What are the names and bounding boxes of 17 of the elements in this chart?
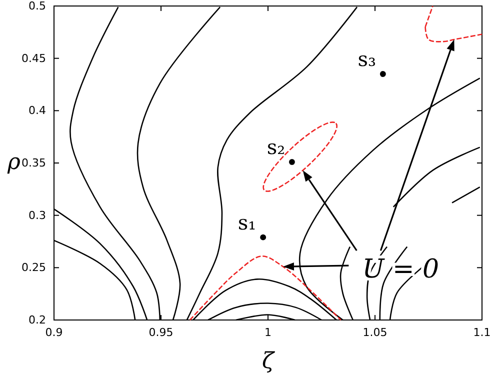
y-axis-title: ρ [6, 150, 21, 175]
y-tick-label: 0.4 [28, 104, 46, 118]
x-axis-title: ζ [262, 349, 276, 374]
x-tick-label: 1.05 [362, 326, 388, 339]
x-tick-label: 1.1 [473, 326, 491, 339]
y-tick-label: 0.45 [22, 52, 46, 65]
annotation: s₁ [238, 210, 256, 234]
y-tick-label: 0.25 [22, 261, 46, 274]
annotation: s₂ [266, 134, 286, 159]
y-tick-label: 0.2 [28, 314, 46, 327]
annotation: s₃ [358, 47, 376, 72]
y-tick-label: 0.5 [28, 0, 46, 13]
y-tick-label: 0.3 [28, 208, 46, 222]
x-tick-label: 0.9 [45, 326, 63, 339]
x-tick-label: 0.95 [148, 326, 174, 339]
y-tick-label: 0.35 [22, 156, 46, 170]
x-tick-label: 1 [264, 326, 272, 339]
